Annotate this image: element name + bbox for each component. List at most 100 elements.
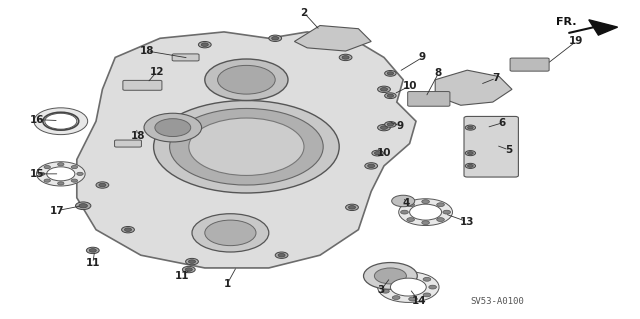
Circle shape	[188, 260, 196, 263]
Circle shape	[79, 204, 88, 208]
FancyBboxPatch shape	[408, 92, 450, 106]
Circle shape	[198, 41, 211, 48]
Circle shape	[409, 273, 417, 277]
FancyBboxPatch shape	[123, 80, 162, 90]
Circle shape	[365, 163, 378, 169]
Text: 14: 14	[412, 296, 426, 307]
Circle shape	[349, 206, 356, 209]
Circle shape	[385, 70, 396, 76]
Circle shape	[269, 35, 282, 41]
Circle shape	[36, 162, 85, 186]
Circle shape	[380, 126, 388, 130]
Text: 8: 8	[435, 68, 442, 78]
Circle shape	[90, 249, 96, 252]
Text: 1: 1	[223, 279, 231, 289]
Text: FR.: FR.	[556, 17, 577, 27]
Circle shape	[205, 59, 288, 100]
Circle shape	[170, 108, 323, 185]
Circle shape	[401, 210, 408, 214]
Polygon shape	[589, 20, 618, 35]
Circle shape	[124, 228, 132, 232]
Text: 9: 9	[419, 52, 426, 63]
Circle shape	[407, 218, 415, 221]
Text: 15: 15	[30, 169, 44, 179]
Circle shape	[422, 200, 429, 204]
Text: 4: 4	[403, 197, 410, 208]
Circle shape	[387, 72, 394, 75]
Circle shape	[436, 203, 444, 207]
Circle shape	[34, 108, 88, 135]
Circle shape	[144, 113, 202, 142]
Circle shape	[381, 281, 389, 285]
Text: 10: 10	[403, 81, 417, 91]
Circle shape	[465, 163, 476, 168]
Circle shape	[378, 272, 439, 302]
Circle shape	[465, 125, 476, 130]
Text: 18: 18	[131, 130, 145, 141]
Polygon shape	[294, 26, 371, 51]
Circle shape	[385, 122, 396, 127]
Text: 18: 18	[140, 46, 154, 56]
Circle shape	[86, 247, 99, 254]
FancyBboxPatch shape	[464, 116, 518, 177]
Text: 17: 17	[51, 205, 65, 216]
Circle shape	[374, 152, 381, 155]
Text: 19: 19	[569, 36, 583, 47]
Circle shape	[272, 36, 279, 40]
Text: 12: 12	[150, 67, 164, 77]
Circle shape	[58, 163, 64, 166]
FancyBboxPatch shape	[510, 58, 549, 71]
Circle shape	[58, 182, 64, 185]
Circle shape	[468, 126, 473, 129]
Circle shape	[71, 179, 77, 182]
Circle shape	[278, 253, 285, 257]
Circle shape	[44, 166, 51, 169]
Circle shape	[339, 54, 352, 61]
Circle shape	[76, 202, 91, 210]
Text: 3: 3	[377, 285, 385, 295]
Circle shape	[155, 119, 191, 137]
Circle shape	[364, 263, 417, 289]
Circle shape	[436, 218, 444, 221]
Circle shape	[182, 266, 195, 273]
Circle shape	[392, 195, 415, 207]
Circle shape	[45, 113, 77, 129]
Circle shape	[372, 150, 383, 156]
Circle shape	[374, 268, 406, 284]
Circle shape	[399, 199, 452, 226]
Circle shape	[201, 43, 209, 47]
Circle shape	[378, 124, 390, 131]
Circle shape	[189, 118, 304, 175]
Text: 6: 6	[499, 118, 506, 128]
Circle shape	[186, 268, 192, 271]
Circle shape	[96, 182, 109, 188]
Circle shape	[410, 204, 442, 220]
FancyBboxPatch shape	[172, 54, 199, 61]
Circle shape	[407, 203, 415, 207]
Circle shape	[77, 172, 83, 175]
Circle shape	[99, 183, 106, 187]
Circle shape	[381, 289, 389, 293]
Circle shape	[346, 204, 358, 211]
Circle shape	[387, 94, 394, 97]
Circle shape	[390, 278, 426, 296]
Polygon shape	[77, 32, 416, 268]
Text: 11: 11	[175, 271, 189, 281]
Circle shape	[275, 252, 288, 258]
Text: 7: 7	[492, 73, 500, 83]
Circle shape	[218, 65, 275, 94]
Circle shape	[385, 93, 396, 99]
Text: 2: 2	[300, 8, 308, 18]
Circle shape	[392, 275, 400, 278]
Circle shape	[378, 86, 390, 93]
Polygon shape	[435, 70, 512, 105]
Circle shape	[186, 258, 198, 265]
Circle shape	[468, 165, 473, 167]
Circle shape	[409, 297, 417, 301]
Circle shape	[367, 164, 375, 168]
Circle shape	[342, 56, 349, 59]
Circle shape	[44, 179, 51, 182]
Circle shape	[154, 100, 339, 193]
Circle shape	[122, 226, 134, 233]
Circle shape	[465, 151, 476, 156]
